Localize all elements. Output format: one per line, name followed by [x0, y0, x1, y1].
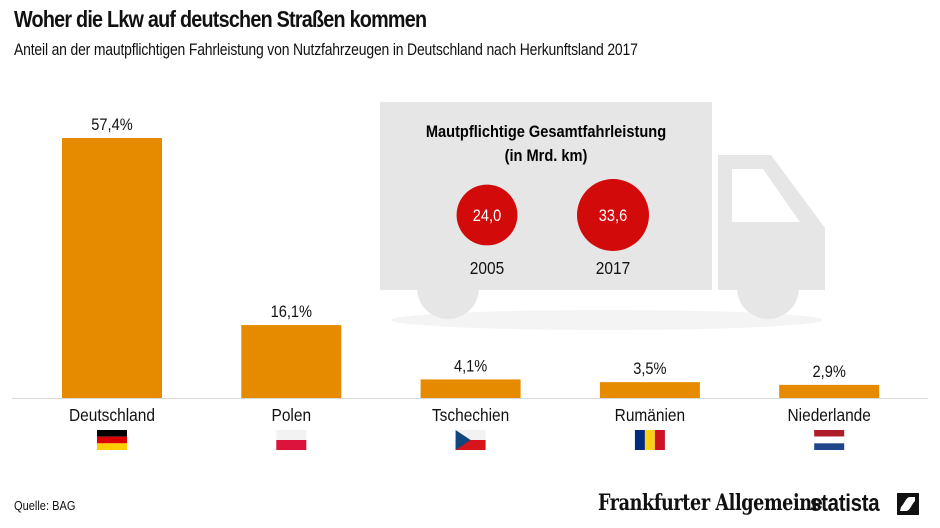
truck-shadow: [391, 310, 823, 330]
bar-series: 57,4% Deutschland 16,1% Polen 4,1% Tschechien…: [62, 116, 880, 425]
bar-value-label: 57,4%: [91, 116, 132, 134]
bar-deutschland: [62, 138, 162, 398]
faz-logo: Frankfurter Allgemeine: [598, 490, 823, 516]
bubble-2017: [577, 179, 649, 251]
truck-illustration: [380, 102, 825, 330]
statista-logo: statista: [810, 490, 880, 517]
inset-title-line2: (in Mrd. km): [505, 147, 588, 165]
bar-value-label: 3,5%: [633, 360, 666, 378]
bar-tschechien: [420, 379, 521, 398]
bubble-year-label: 2005: [470, 258, 504, 278]
inset-bubbles: 24,0 2005 33,6 2017: [456, 179, 649, 278]
bar-niederlande: [779, 384, 880, 398]
bubble-year-label: 2017: [596, 258, 630, 278]
germany-flag-icon: [97, 430, 127, 450]
bar-rumänien: [599, 382, 700, 398]
statista-logo-icon: [897, 493, 919, 515]
poland-flag-icon: [276, 430, 307, 450]
bar-value-label: 4,1%: [454, 357, 487, 375]
bar-value-label: 16,1%: [271, 303, 312, 321]
bar-value-label: 2,9%: [813, 363, 846, 381]
chart-subtitle: Anteil an der mautpflichtigen Fahrleistu…: [14, 40, 638, 59]
inset-title-line1: Mautpflichtige Gesamtfahrleistung: [426, 123, 666, 141]
bubble-value-label: 33,6: [599, 207, 628, 225]
category-label: Deutschland: [69, 405, 155, 425]
czech-flag-icon: [455, 430, 486, 450]
category-label: Polen: [272, 405, 312, 425]
bubble-value-label: 24,0: [473, 207, 502, 225]
bar-polen: [241, 325, 342, 398]
category-label: Tschechien: [432, 405, 509, 425]
truck-cab-window: [732, 169, 800, 222]
romania-flag-icon: [634, 430, 665, 450]
source-note: Quelle: BAG: [14, 498, 76, 513]
flag-icons: [97, 430, 845, 450]
truck-cargo-box: [380, 102, 712, 290]
netherlands-flag-icon: [813, 430, 845, 450]
category-label: Rumänien: [615, 405, 685, 425]
chart-title: Woher die Lkw auf deutschen Straßen komm…: [14, 6, 427, 32]
bubble-2005: [456, 184, 518, 246]
category-label: Niederlande: [788, 405, 871, 425]
